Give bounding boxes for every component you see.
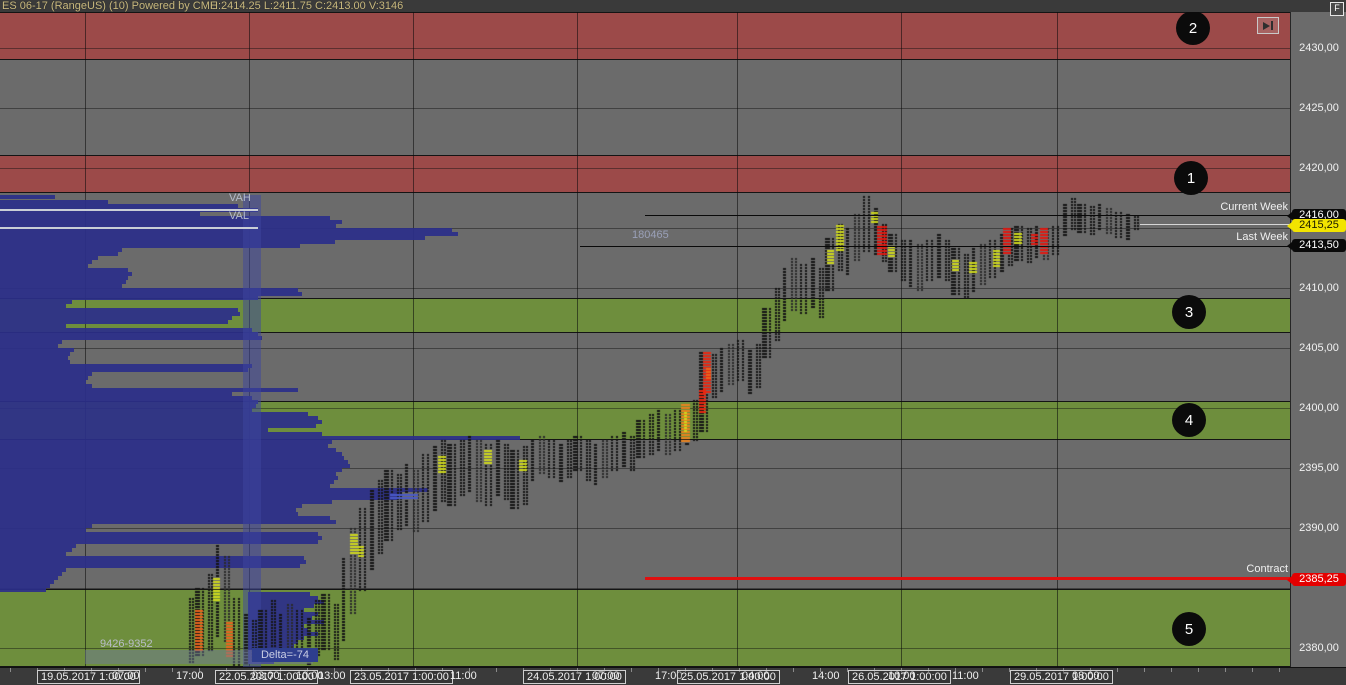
time-label: 11:00 [450, 670, 477, 682]
time-label: 03:00 [252, 670, 280, 682]
horizontal-gridline [0, 168, 1290, 169]
time-label: 04:00 [742, 670, 770, 682]
current-week-line [645, 215, 1290, 216]
last-week-line [580, 246, 1290, 247]
price-tag: 2385,25 [1287, 573, 1346, 586]
val-line [0, 227, 258, 229]
horizontal-gridline [0, 48, 1290, 49]
horizontal-gridline [0, 108, 1290, 109]
time-axis-tick [1117, 668, 1118, 672]
time-label: 08:00 [1072, 670, 1100, 682]
current-price-dash [1140, 224, 1290, 225]
time-axis-tick [10, 668, 11, 672]
time-axis-tick [145, 668, 146, 672]
horizontal-gridline [0, 588, 1290, 589]
val-label: VAL [229, 210, 249, 222]
time-axis-tick [1198, 668, 1199, 672]
time-label: 07:00 [112, 670, 140, 682]
play-triangle-icon [1263, 21, 1270, 30]
vah-label: VAH [229, 192, 251, 204]
profile_range-label: 9426-9352 [100, 638, 153, 650]
zone-marker-1: 1 [1174, 161, 1208, 195]
zone-marker-3: 3 [1172, 295, 1206, 329]
vertical-gridline [901, 12, 902, 667]
time-axis-tick [1225, 668, 1226, 672]
contract-line-label: Contract [1246, 563, 1288, 575]
zone-marker-2: 2 [1176, 12, 1210, 45]
price-axis-label: 2410,00 [1299, 282, 1339, 294]
time-axis[interactable]: 19.05.2017 1:00:00 07:00 17:00 22.05.2017 1… [0, 667, 1346, 685]
time-axis-tick [496, 668, 497, 672]
volume-profile-session-band [243, 195, 261, 667]
price-axis-label: 2395,00 [1299, 462, 1339, 474]
price-tag-arrow [1287, 222, 1292, 230]
price-axis-label: 2400,00 [1299, 402, 1339, 414]
current-week-line-label: Current Week [1220, 201, 1288, 213]
time-axis-tick [982, 668, 983, 672]
horizontal-gridline [0, 528, 1290, 529]
zone-resistance-1 [0, 155, 1290, 193]
time-label: 14:00 [812, 670, 840, 682]
vah-line [0, 209, 258, 211]
go-to-last-bar-button[interactable] [1257, 17, 1279, 34]
horizontal-gridline [0, 348, 1290, 349]
time-label: 11:00 [952, 670, 979, 682]
time-axis-tick [793, 668, 794, 672]
time-label: 13:00 [318, 670, 346, 682]
last-week-line-label: Last Week [1236, 231, 1288, 243]
vertical-gridline [737, 12, 738, 667]
delta-readout: Delta=-74 [252, 648, 318, 662]
chart-plot-area[interactable]: Delta=-74 VAH VAL 180465 9426-9352 Current We… [0, 12, 1290, 667]
fullscreen-button[interactable]: F [1330, 2, 1344, 16]
horizontal-gridline [0, 648, 1290, 649]
price-tag-arrow [1287, 212, 1292, 220]
time-label: 10:00 [888, 670, 916, 682]
price-axis[interactable]: 2430,00 2425,00 2420,00 2410,00 2405,00 2400,… [1287, 12, 1346, 667]
price-axis-label: 2425,00 [1299, 102, 1339, 114]
time-axis-tick [1252, 668, 1253, 672]
price-axis-label: 2390,00 [1299, 522, 1339, 534]
session-date-label: 23.05.2017 1:00:00 [350, 670, 453, 684]
time-axis-tick [1279, 668, 1280, 672]
time-axis-tick [1171, 668, 1172, 672]
time-label: 17:00 [176, 670, 204, 682]
time-axis-tick [1144, 668, 1145, 672]
vertical-gridline [1057, 12, 1058, 667]
poc_volume-label: 180465 [632, 229, 669, 241]
price-axis-label: 2405,00 [1299, 342, 1339, 354]
volume-profile-row [0, 588, 46, 592]
zone-marker-4: 4 [1172, 403, 1206, 437]
zone-marker-5: 5 [1172, 612, 1206, 646]
vertical-gridline [413, 12, 414, 667]
time-axis-tick [172, 668, 173, 672]
price-tag: 2415,25 [1287, 219, 1346, 232]
price-axis-label: 2380,00 [1299, 642, 1339, 654]
instrument-title: ES 06-17 (RangeUS) (10) Powered by CME [2, 0, 218, 12]
price-axis-label: 2430,00 [1299, 42, 1339, 54]
time-axis-tick [631, 668, 632, 672]
price-tag-arrow [1287, 242, 1292, 250]
zone-resistance-upper [0, 12, 1290, 60]
volume-profile-row [0, 195, 55, 199]
chart-title-bar: ES 06-17 (RangeUS) (10) Powered by CME H… [0, 0, 1346, 12]
price-tag: 2413,50 [1287, 239, 1346, 252]
price-tag-arrow [1287, 576, 1292, 584]
contract-line [645, 577, 1290, 580]
vertical-gridline [577, 12, 578, 667]
price-axis-label: 2420,00 [1299, 162, 1339, 174]
ohlcv-readout: H:2414.25 L:2411.75 C:2413.00 V:3146 [210, 0, 404, 12]
time-label: 07:00 [592, 670, 620, 682]
end-bar-icon [1271, 21, 1273, 30]
